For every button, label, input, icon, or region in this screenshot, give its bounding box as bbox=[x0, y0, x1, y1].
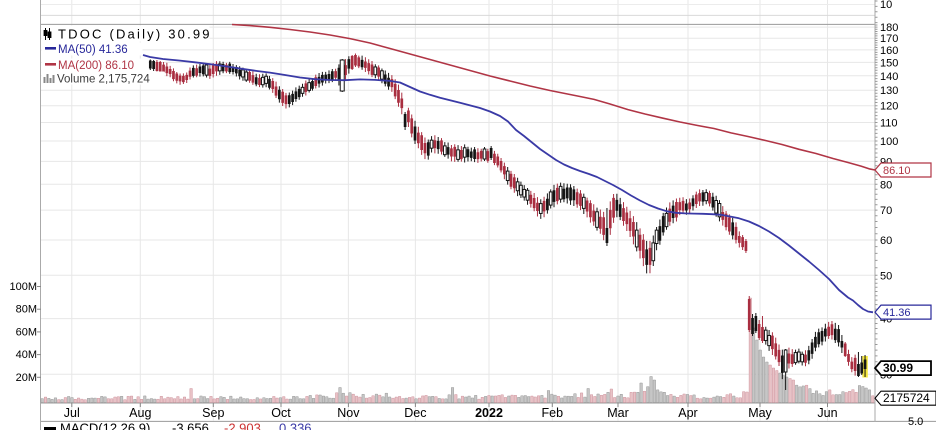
svg-text:120: 120 bbox=[880, 101, 898, 113]
svg-text:MACD(12,26,9): MACD(12,26,9) bbox=[60, 421, 150, 431]
svg-text:86.10: 86.10 bbox=[883, 165, 911, 177]
svg-text:130: 130 bbox=[880, 85, 898, 97]
svg-text:Feb: Feb bbox=[542, 406, 564, 420]
svg-text:180: 180 bbox=[880, 22, 898, 34]
svg-text:TDOC (Daily) 30.99: TDOC (Daily) 30.99 bbox=[58, 27, 212, 42]
svg-text:Volume 2,175,724: Volume 2,175,724 bbox=[57, 74, 150, 86]
svg-text:Oct: Oct bbox=[271, 406, 291, 420]
svg-text:10: 10 bbox=[880, 0, 892, 11]
svg-text:80M: 80M bbox=[16, 304, 37, 316]
svg-text:20M: 20M bbox=[16, 372, 37, 384]
svg-text:100M: 100M bbox=[9, 281, 37, 293]
svg-text:-3.656: -3.656 bbox=[172, 421, 209, 431]
svg-text:2022: 2022 bbox=[475, 406, 503, 420]
svg-text:Sep: Sep bbox=[202, 406, 224, 420]
svg-text:Mar: Mar bbox=[607, 406, 629, 420]
svg-text:41.36: 41.36 bbox=[883, 307, 911, 319]
svg-text:MA(200) 86.10: MA(200) 86.10 bbox=[58, 60, 134, 72]
svg-text:30.99: 30.99 bbox=[883, 361, 913, 375]
svg-text:Apr: Apr bbox=[678, 406, 697, 420]
svg-text:MA(50) 41.36: MA(50) 41.36 bbox=[58, 44, 128, 56]
svg-text:110: 110 bbox=[880, 118, 898, 130]
svg-text:40M: 40M bbox=[16, 349, 37, 361]
svg-text:170: 170 bbox=[880, 33, 898, 45]
svg-text:-2.903: -2.903 bbox=[224, 421, 261, 431]
svg-text:150: 150 bbox=[880, 57, 898, 69]
svg-text:100: 100 bbox=[880, 136, 898, 148]
svg-text:70: 70 bbox=[880, 205, 892, 217]
svg-text:Aug: Aug bbox=[129, 406, 151, 420]
svg-text:50: 50 bbox=[880, 270, 892, 282]
svg-text:160: 160 bbox=[880, 45, 898, 57]
svg-text:5.0: 5.0 bbox=[908, 416, 923, 428]
svg-text:Nov: Nov bbox=[337, 406, 360, 420]
svg-text:Dec: Dec bbox=[404, 406, 426, 420]
svg-text:Jul: Jul bbox=[64, 406, 80, 420]
svg-text:60M: 60M bbox=[16, 326, 37, 338]
svg-text:140: 140 bbox=[880, 71, 898, 83]
svg-text:0.336: 0.336 bbox=[279, 421, 312, 431]
svg-text:2175724: 2175724 bbox=[883, 391, 930, 405]
svg-text:80: 80 bbox=[880, 179, 892, 191]
svg-text:May: May bbox=[748, 406, 772, 420]
svg-text:60: 60 bbox=[880, 235, 892, 247]
svg-text:Jun: Jun bbox=[817, 406, 837, 420]
